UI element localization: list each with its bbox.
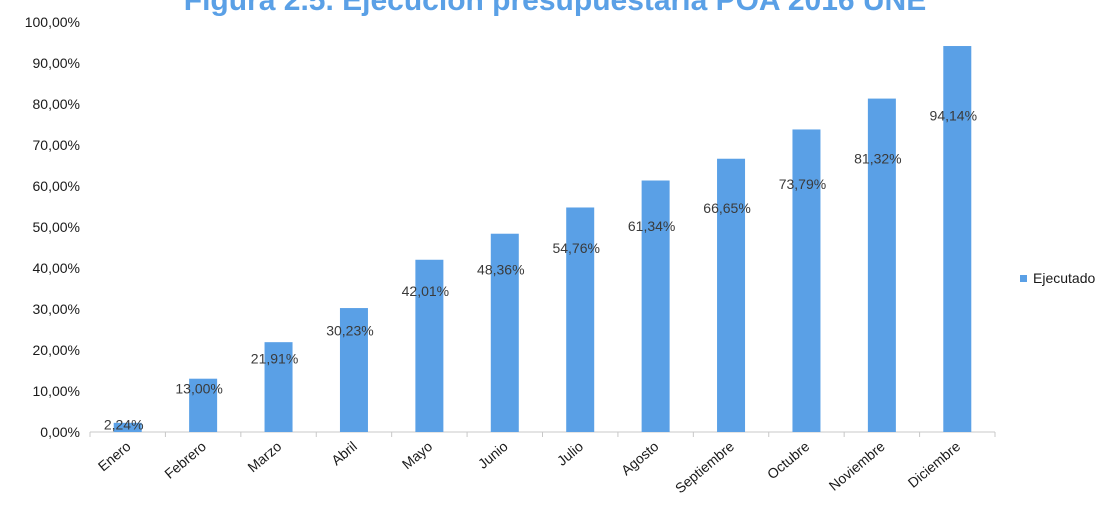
bar-abril — [339, 308, 368, 432]
x-tick-label: Noviembre — [826, 438, 888, 494]
bar-febrero — [189, 378, 218, 432]
bar-septiembre — [717, 158, 746, 433]
bar-agosto — [641, 180, 670, 432]
y-tick-label: 80,00% — [33, 96, 80, 112]
y-tick-label: 50,00% — [33, 219, 80, 235]
y-axis: 0,00% 10,00% 20,00% 30,00% 40,00% 50,00% 60,00… — [25, 14, 80, 440]
chart-title: Figura 2.5. Ejecución presupuestaria POA… — [183, 0, 927, 17]
data-label: 13,00% — [175, 380, 222, 396]
data-label: 81,32% — [854, 151, 901, 167]
x-tick-label: Julio — [554, 438, 587, 469]
y-tick-label: 40,00% — [33, 260, 80, 276]
legend: Ejecutado — [1020, 270, 1095, 286]
data-label: 66,65% — [703, 200, 750, 216]
y-tick-label: 100,00% — [25, 14, 80, 30]
x-tick-label: Febrero — [161, 438, 209, 482]
y-tick-label: 20,00% — [33, 342, 80, 358]
data-label: 73,79% — [779, 176, 826, 192]
y-tick-label: 30,00% — [33, 301, 80, 317]
data-label: 48,36% — [477, 261, 524, 277]
bar-octubre — [792, 129, 821, 432]
x-tick-label: Junio — [475, 438, 511, 472]
bar-julio — [566, 207, 595, 432]
x-tick-label: Septiembre — [672, 438, 737, 496]
data-label: 54,76% — [552, 240, 599, 256]
x-tick-label: Marzo — [244, 438, 284, 475]
legend-swatch — [1020, 274, 1027, 282]
data-labels: 2,24% 13,00% 21,91% 30,23% 42,01% 48,36% 54,76… — [104, 108, 977, 433]
x-axis: Enero Febrero Marzo Abril Mayo Junio Julio Agos… — [89, 431, 996, 496]
data-label: 2,24% — [104, 416, 144, 432]
data-label: 94,14% — [930, 108, 977, 124]
x-tick-label: Abril — [328, 438, 360, 468]
x-tick-label: Diciembre — [905, 438, 964, 491]
x-tick-label: Mayo — [399, 438, 436, 472]
x-tick-label: Octubre — [764, 438, 813, 482]
data-label: 30,23% — [326, 322, 373, 338]
data-label: 61,34% — [628, 218, 675, 234]
x-tick-label: Enero — [95, 438, 134, 474]
data-label: 21,91% — [251, 350, 298, 366]
bar-mayo — [415, 259, 444, 432]
legend-label-ejecutado: Ejecutado — [1033, 270, 1096, 286]
data-label: 42,01% — [402, 283, 449, 299]
bars — [113, 46, 972, 433]
bar-junio — [490, 233, 519, 432]
y-tick-label: 0,00% — [40, 424, 80, 440]
y-tick-label: 10,00% — [33, 383, 80, 399]
x-tick-label: Agosto — [618, 438, 662, 478]
y-tick-label: 90,00% — [33, 55, 80, 71]
bar-marzo — [264, 342, 293, 432]
y-tick-label: 60,00% — [33, 178, 80, 194]
y-tick-label: 70,00% — [33, 137, 80, 153]
bar-enero — [113, 422, 142, 432]
bar-diciembre — [943, 46, 972, 432]
bar-noviembre — [867, 98, 896, 432]
